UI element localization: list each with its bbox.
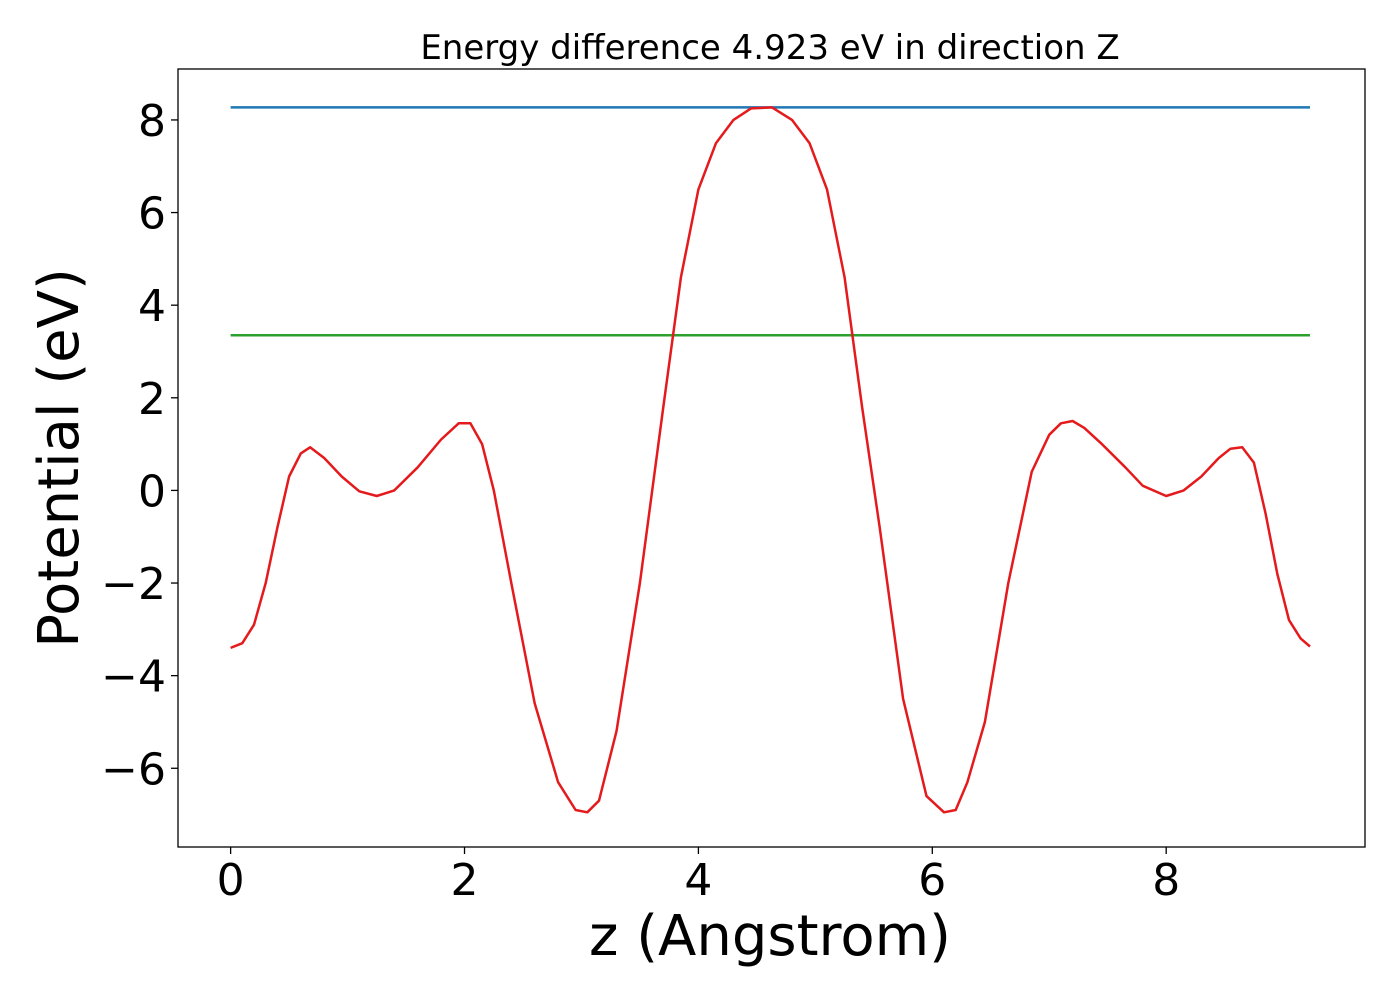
plot-area <box>230 106 1311 814</box>
y-axis: −6 −4 −2 0 2 4 6 8 <box>101 96 178 795</box>
series-line-3 <box>230 106 1311 814</box>
x-axis: 0 2 4 6 8 <box>217 847 1180 906</box>
y-tick-label: 2 <box>138 374 166 425</box>
y-tick-label: 6 <box>138 189 166 240</box>
y-tick-label: −4 <box>101 652 166 703</box>
y-tick-label: 8 <box>138 96 166 147</box>
y-axis-label: Potential (eV) <box>27 268 92 648</box>
x-tick-label: 8 <box>1152 855 1180 906</box>
x-axis-label: z (Angstrom) <box>589 904 951 969</box>
y-tick-label: −6 <box>101 744 166 795</box>
y-tick-label: 0 <box>138 466 166 517</box>
y-tick-label: 4 <box>138 281 166 332</box>
chart-title: Energy difference 4.923 eV in direction … <box>420 28 1119 68</box>
x-tick-label: 0 <box>217 855 245 906</box>
x-tick-label: 6 <box>918 855 946 906</box>
plot-frame <box>177 68 1366 848</box>
x-tick-label: 4 <box>684 855 712 906</box>
y-tick-label: −2 <box>101 559 166 610</box>
x-tick-label: 2 <box>451 855 479 906</box>
